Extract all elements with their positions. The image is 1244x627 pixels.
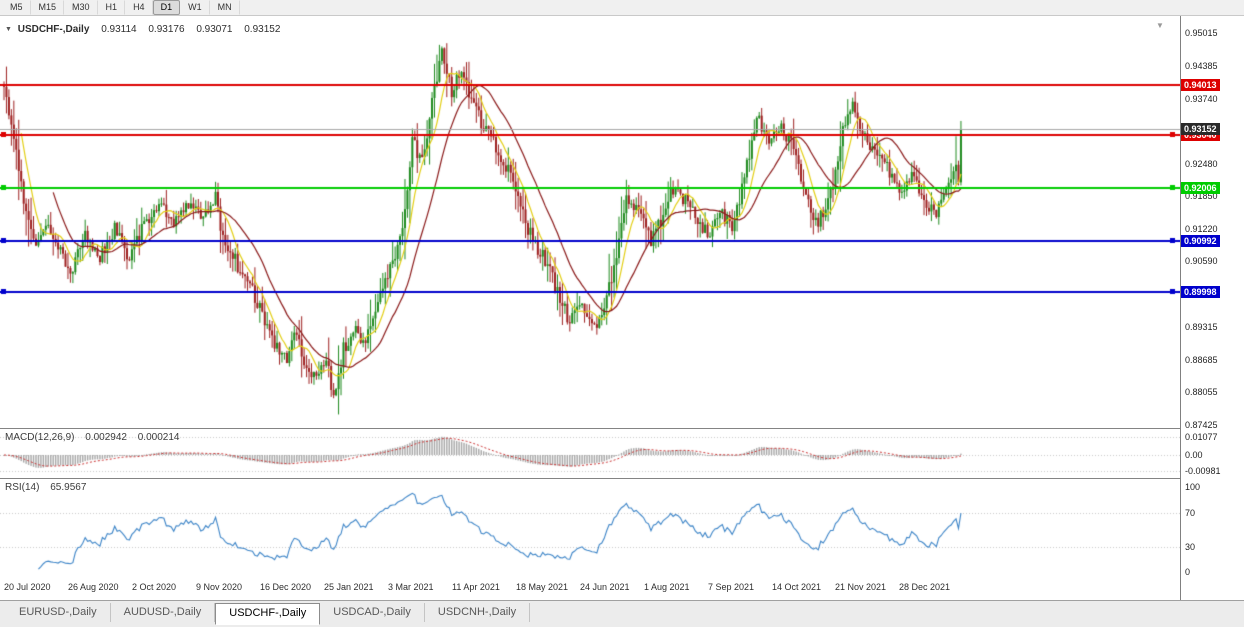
chart-region: ▼ USDCHF-,Daily 0.93114 0.93176 0.93071 …	[0, 16, 1244, 600]
date-tick-label: 24 Jun 2021	[580, 582, 630, 592]
hline-price-label[interactable]: 0.92006	[1181, 182, 1220, 194]
price-tick-label: 0.90590	[1185, 256, 1218, 266]
ohlc-open: 0.93114	[101, 24, 137, 35]
pane-separator-macd-rsi[interactable]	[0, 478, 1244, 479]
price-tick-label: 0.95015	[1185, 28, 1218, 38]
chart-shift-marker-icon[interactable]: ▼	[1156, 21, 1164, 30]
chart-tab-eurusd[interactable]: EURUSD-,Daily	[6, 603, 111, 622]
date-tick-label: 1 Aug 2021	[644, 582, 690, 592]
date-tick-label: 21 Nov 2021	[835, 582, 887, 592]
date-tick-label: 16 Dec 2020	[260, 582, 312, 592]
rsi-tick-label: 0	[1185, 567, 1191, 577]
date-tick-label: 26 Aug 2020	[68, 582, 119, 592]
price-chart-canvas[interactable]	[0, 16, 1180, 576]
date-tick-label: 25 Jan 2021	[324, 582, 374, 592]
hline-price-label[interactable]: 0.89998	[1181, 286, 1220, 298]
chart-ohlc-header: ▼ USDCHF-,Daily 0.93114 0.93176 0.93071 …	[5, 24, 280, 35]
rsi-tick-label: 70	[1185, 508, 1196, 518]
timeframe-button-h4[interactable]: H4	[125, 0, 153, 15]
timeframe-button-h1[interactable]: H1	[98, 0, 126, 15]
macd-tick-label: 0.01077	[1185, 432, 1218, 442]
timeframe-button-m15[interactable]: M15	[31, 0, 65, 15]
chart-title: USDCHF-,Daily	[17, 24, 90, 35]
price-tick-label: 0.91850	[1185, 191, 1218, 201]
time-axis[interactable]: 20 Jul 2020 26 Aug 2020 2 Oct 2020 9 Nov 20…	[0, 576, 1180, 600]
chart-tab-audusd[interactable]: AUDUSD-,Daily	[111, 603, 216, 622]
price-tick-label: 0.92480	[1185, 159, 1218, 169]
rsi-tick-label: 30	[1185, 542, 1196, 552]
date-tick-label: 14 Oct 2021	[772, 582, 822, 592]
timeframe-button-mn[interactable]: MN	[210, 0, 240, 15]
price-axis[interactable]: 0.950150.943850.937400.931100.924800.918…	[1180, 16, 1244, 600]
timeframe-button-w1[interactable]: W1	[180, 0, 210, 15]
macd-name: MACD(12,26,9)	[5, 432, 75, 443]
macd-indicator-label: MACD(12,26,9) 0.002942 0.000214	[5, 432, 179, 443]
price-tick-label: 0.94385	[1185, 61, 1218, 71]
pane-separator-price-macd[interactable]	[0, 428, 1244, 429]
price-tick-label: 0.93740	[1185, 94, 1218, 104]
rsi-indicator-label: RSI(14) 65.9567	[5, 482, 86, 493]
price-tick-label: 0.88685	[1185, 355, 1218, 365]
date-tick-label: 20 Jul 2020	[4, 582, 51, 592]
date-tick-label: 7 Sep 2021	[708, 582, 755, 592]
timeframe-button-m5[interactable]: M5	[2, 0, 31, 15]
macd-tick-label: 0.00	[1185, 450, 1203, 460]
hline-price-label[interactable]: 0.94013	[1181, 79, 1220, 91]
rsi-value: 65.9567	[50, 482, 87, 493]
ohlc-high: 0.93176	[148, 24, 185, 35]
rsi-tick-label: 100	[1185, 482, 1201, 492]
chart-tab-bar: EURUSD-,Daily AUDUSD-,Daily USDCHF-,Daily U…	[0, 600, 1244, 627]
timeframe-button-d1[interactable]: D1	[152, 0, 181, 15]
date-tick-label: 9 Nov 2020	[196, 582, 243, 592]
date-tick-label: 28 Dec 2021	[899, 582, 951, 592]
chart-tab-usdcad[interactable]: USDCAD-,Daily	[320, 603, 425, 622]
price-tick-label: 0.91220	[1185, 224, 1218, 234]
timeframe-button-m30[interactable]: M30	[64, 0, 98, 15]
date-tick-label: 18 May 2021	[516, 582, 569, 592]
collapse-chart-icon[interactable]: ▼	[5, 26, 12, 33]
date-tick-label: 11 Apr 2021	[452, 582, 500, 592]
hline-price-label[interactable]: 0.90992	[1181, 235, 1220, 247]
current-price-label: 0.93152	[1181, 123, 1220, 135]
price-tick-label: 0.88055	[1185, 387, 1218, 397]
ohlc-close: 0.93152	[244, 24, 281, 35]
chart-tab-usdcnh[interactable]: USDCNH-,Daily	[425, 603, 531, 622]
rsi-name: RSI(14)	[5, 482, 40, 493]
macd-signal-value: 0.000214	[137, 432, 180, 443]
price-tick-label: 0.87425	[1185, 420, 1218, 430]
macd-tick-label: -0.00981	[1185, 466, 1221, 476]
ohlc-low: 0.93071	[196, 24, 233, 35]
price-tick-label: 0.89315	[1185, 322, 1218, 332]
date-tick-label: 3 Mar 2021	[388, 582, 434, 592]
chart-tab-usdchf[interactable]: USDCHF-,Daily	[215, 603, 321, 625]
timeframe-toolbar: M5 M15 M30 H1 H4 D1 W1 MN	[0, 0, 1244, 16]
macd-value: 0.002942	[85, 432, 127, 443]
date-tick-label: 2 Oct 2020	[132, 582, 177, 592]
